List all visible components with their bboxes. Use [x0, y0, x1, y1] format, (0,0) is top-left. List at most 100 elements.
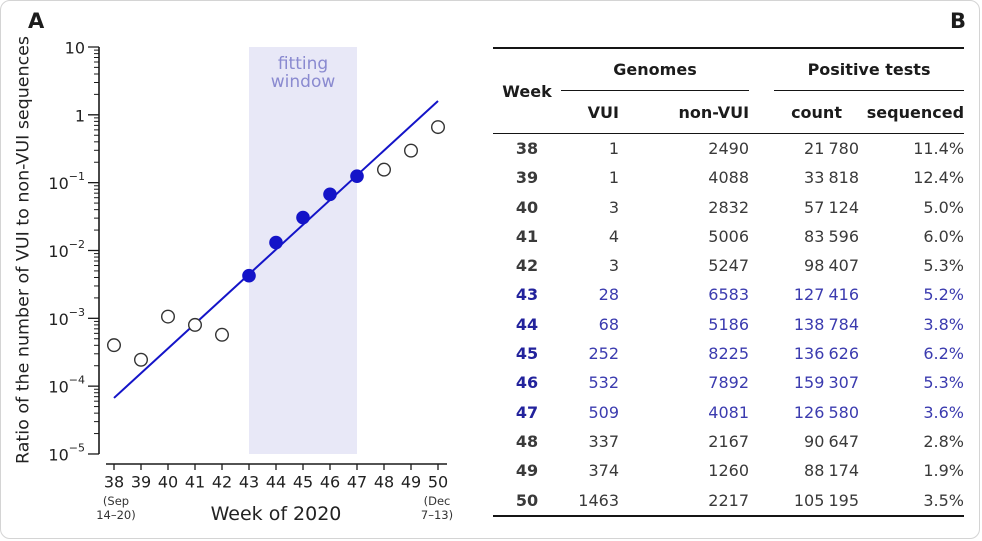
- table-row: 45 252 8225 136 626 6.2%: [493, 339, 964, 368]
- cell-non-vui: 2167: [708, 431, 750, 451]
- cell-week: 41: [515, 226, 539, 246]
- x-tick-label: 50: [428, 473, 448, 492]
- data-point-open: [187, 317, 202, 332]
- group-header-positive-tests: Positive tests: [774, 48, 965, 91]
- column-gap-cell: [749, 456, 774, 485]
- cell-count: 88 174: [804, 461, 860, 481]
- cell-non-vui: 2490: [708, 139, 750, 158]
- cell-non-vui: 5186: [708, 314, 750, 334]
- x-tick-label: 42: [212, 473, 232, 492]
- x-axis-label: Week of 2020: [211, 503, 342, 525]
- x-axis-end-date-note: (Dec: [424, 494, 451, 508]
- table-row: 48 337 2167 90 647 2.8%: [493, 427, 964, 456]
- data-point-filled: [269, 235, 283, 250]
- cell-vui: 68: [598, 314, 619, 334]
- column-gap-cell: [749, 251, 774, 280]
- cell-sequenced: 3.8%: [923, 314, 965, 334]
- cell-count: 83 596: [804, 226, 860, 246]
- cell-sequenced: 1.9%: [923, 461, 965, 481]
- cell-non-vui: 6583: [708, 285, 750, 305]
- cell-week: 40: [515, 197, 539, 217]
- cell-week: 46: [515, 373, 539, 393]
- cell-count: 57 124: [804, 197, 860, 217]
- cell-sequenced: 2.8%: [923, 431, 965, 451]
- panel-a: A fitting window 10 1 10−1 10−2 10−3 10−4 10−5 38…: [1, 1, 471, 538]
- table-row: 47 509 4081 126 580 3.6%: [493, 398, 964, 427]
- data-point-open: [106, 338, 121, 353]
- cell-non-vui: 5247: [708, 256, 750, 276]
- x-tick-label: 47: [347, 473, 367, 492]
- cell-non-vui: 4081: [708, 402, 750, 422]
- cell-week: 50: [515, 490, 539, 510]
- cell-non-vui: 8225: [708, 344, 750, 364]
- table-row: 44 68 5186 138 784 3.8%: [493, 310, 964, 339]
- cell-vui: 252: [588, 344, 619, 364]
- cell-count: 90 647: [804, 431, 860, 451]
- cell-count: 33 818: [804, 168, 860, 188]
- cell-vui: 374: [588, 461, 619, 481]
- x-axis-end-date-note: 7–13): [421, 508, 453, 522]
- y-tick-label: 10−2: [48, 237, 85, 260]
- y-tick-label: 10−1: [48, 170, 85, 193]
- col-header-vui: VUI: [561, 90, 619, 134]
- x-tick-label: 48: [374, 473, 394, 492]
- cell-vui: 1: [608, 139, 619, 158]
- cell-non-vui: 4088: [708, 168, 750, 188]
- cell-week: 38: [515, 139, 539, 158]
- fitting-window-region: [249, 47, 357, 454]
- cell-week: 45: [515, 344, 539, 364]
- cell-count: 105 195: [793, 490, 860, 510]
- cell-sequenced: 3.5%: [923, 490, 965, 510]
- cell-sequenced: 11.4%: [913, 139, 965, 158]
- data-point-filled: [350, 169, 364, 183]
- cell-sequenced: 5.0%: [923, 197, 965, 217]
- cell-week: 44: [515, 314, 539, 334]
- cell-count: 21 780: [804, 139, 860, 158]
- cell-count: 127 416: [793, 285, 860, 305]
- table-row: 41 4 5006 83 596 6.0%: [493, 222, 964, 251]
- x-tick-label: 44: [266, 473, 286, 492]
- fitting-window-label: fitting: [278, 54, 328, 74]
- cell-week: 49: [515, 461, 539, 481]
- cell-non-vui: 5006: [708, 226, 750, 246]
- panel-b-label: B: [950, 9, 967, 33]
- cell-vui: 1: [608, 168, 619, 188]
- y-tick-label: 10−5: [48, 441, 85, 464]
- panel-b: B Week Genomes Positive tests VUI non-VU…: [471, 1, 979, 538]
- cell-sequenced: 12.4%: [913, 168, 965, 188]
- cell-sequenced: 6.0%: [923, 226, 965, 246]
- y-axis-label: Ratio of the number of VUI to non-VUI se…: [14, 36, 33, 464]
- data-point-filled: [323, 187, 337, 202]
- column-gap-cell: [749, 398, 774, 427]
- column-gap-cell: [749, 163, 774, 192]
- column-gap-cell: [749, 427, 774, 456]
- cell-vui: 337: [588, 431, 619, 451]
- data-table: Week Genomes Positive tests VUI non-VUI …: [493, 47, 965, 517]
- cell-vui: 532: [588, 373, 619, 393]
- data-point-open: [160, 309, 175, 324]
- cell-non-vui: 1260: [708, 461, 750, 481]
- cell-vui: 1463: [578, 490, 619, 510]
- cell-week: 47: [515, 402, 539, 422]
- column-gap-cell: [749, 134, 774, 164]
- cell-non-vui: 2217: [708, 490, 750, 510]
- x-tick-label: 41: [185, 473, 205, 492]
- y-tick-label: 10−3: [48, 305, 85, 328]
- cell-vui: 3: [608, 197, 619, 217]
- cell-count: 159 307: [793, 373, 860, 393]
- data-point-open: [431, 120, 446, 135]
- table-row: 38 1 2490 21 780 11.4%: [493, 134, 964, 164]
- cell-vui: 28: [598, 285, 619, 305]
- cell-count: 98 407: [804, 256, 860, 276]
- column-gap-cell: [749, 310, 774, 339]
- column-gap-cell: [749, 280, 774, 309]
- cell-vui: 3: [608, 256, 619, 276]
- cell-sequenced: 5.3%: [923, 373, 965, 393]
- column-gap-cell: [749, 486, 774, 516]
- table-row: 49 374 1260 88 174 1.9%: [493, 456, 964, 485]
- cell-count: 126 580: [793, 402, 860, 422]
- table-row: 39 1 4088 33 818 12.4%: [493, 163, 964, 192]
- group-header-genomes: Genomes: [561, 48, 750, 91]
